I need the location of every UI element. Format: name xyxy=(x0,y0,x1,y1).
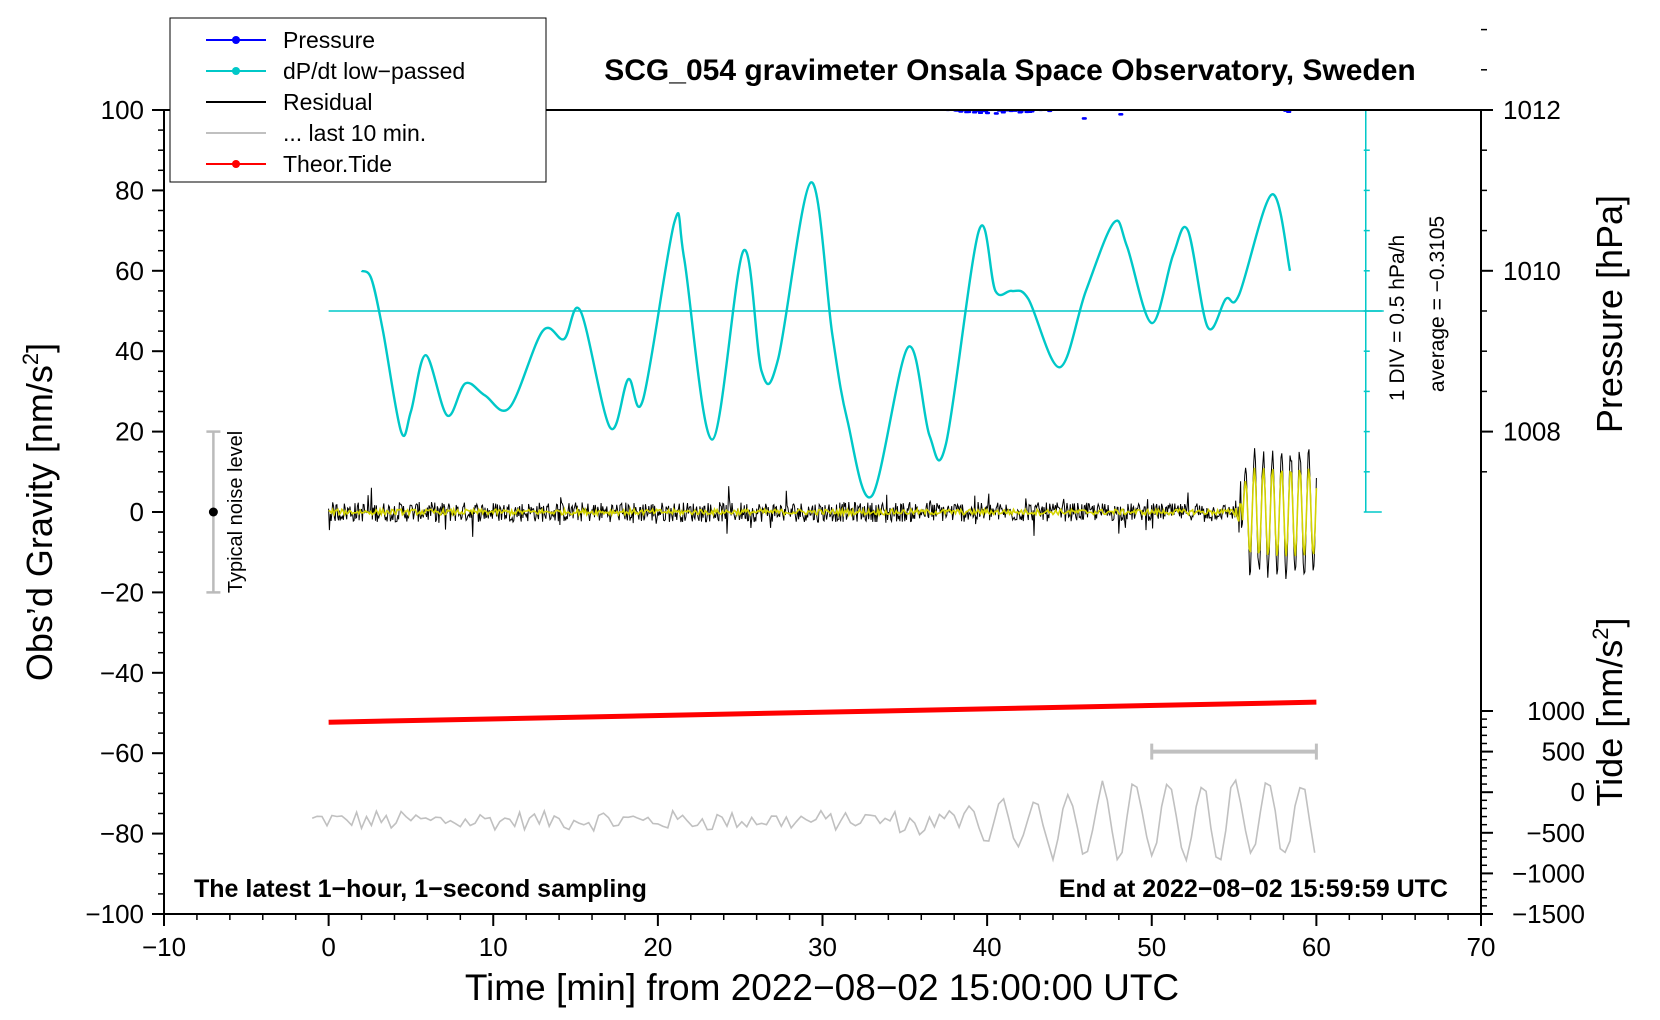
pressure-tick-label: 1010 xyxy=(1503,256,1561,286)
tide-tick-label: −1000 xyxy=(1512,858,1585,888)
y-tick-label: 0 xyxy=(130,497,144,527)
noise-level-dot xyxy=(208,507,218,517)
x-tick-label: 10 xyxy=(479,932,508,962)
y-tick-label: 40 xyxy=(115,336,144,366)
x-tick-label: 30 xyxy=(808,932,837,962)
x-tick-label: 40 xyxy=(973,932,1002,962)
tide-tick-label: 1000 xyxy=(1527,696,1585,726)
legend-marker xyxy=(232,36,240,44)
y-tick-label: −60 xyxy=(100,738,144,768)
theor-tide-line xyxy=(328,699,1317,725)
x-tick-label: −10 xyxy=(142,932,186,962)
legend-label: dP/dt low−passed xyxy=(283,58,465,84)
series-layer xyxy=(206,110,1384,864)
legend: Pressure dP/dt low−passed Residual ... last… xyxy=(169,17,547,183)
x-tick-label: 0 xyxy=(321,932,335,962)
footer-left: The latest 1−hour, 1−second sampling xyxy=(194,875,647,903)
residual-smoothed-line xyxy=(328,467,1318,557)
tide-tick-label: −500 xyxy=(1526,818,1585,848)
legend-label: Pressure xyxy=(283,27,375,53)
dpdt-line xyxy=(360,181,1292,499)
chart-title: SCG_054 gravimeter Onsala Space Observat… xyxy=(604,54,1416,87)
footer-right: End at 2022−08−02 15:59:59 UTC xyxy=(1059,875,1448,903)
legend-entry: ... last 10 min. xyxy=(206,120,426,146)
y-tick-label: −20 xyxy=(100,577,144,607)
legend-entry: Pressure xyxy=(206,27,375,53)
pressure-axis-label: Pressure [hPa] xyxy=(1589,195,1630,433)
tide-tick-label: 500 xyxy=(1542,737,1585,767)
legend-entry: Residual xyxy=(206,89,373,115)
legend-box xyxy=(169,17,547,183)
y-tick-label: −80 xyxy=(100,819,144,849)
noise-level-label: Typical noise level xyxy=(225,431,247,593)
y-axis-label: Obs’d Gravity [nm/s2] xyxy=(18,343,60,681)
dpdt-average-label: average = −0.3105 xyxy=(1426,216,1449,392)
dpdt-scale-label: 1 DIV = 0.5 hPa/h xyxy=(1386,235,1409,401)
y-tick-label: 100 xyxy=(101,95,144,125)
legend-marker xyxy=(232,67,240,75)
legend-marker xyxy=(232,160,240,168)
x-tick-label: 70 xyxy=(1467,932,1496,962)
axes-layer: −10 0 10 20 30 40 50 60 70−100−80−60−40−20020406… xyxy=(85,28,1585,962)
legend-entry: dP/dt low−passed xyxy=(206,58,465,84)
pressure-tick-label: 1008 xyxy=(1503,417,1561,447)
x-tick-label: 60 xyxy=(1302,932,1331,962)
y-tick-label: 20 xyxy=(115,417,144,447)
legend-label: ... last 10 min. xyxy=(283,120,426,146)
y-tick-label: −40 xyxy=(100,658,144,688)
legend-entries: Pressure dP/dt low−passed Residual ... last… xyxy=(206,27,465,177)
pressure-tick-label: 1012 xyxy=(1503,95,1561,125)
legend-entry: Theor.Tide xyxy=(206,151,392,177)
x-axis-label: Time [min] from 2022−08−02 15:00:00 UTC xyxy=(465,967,1179,1008)
residual-line xyxy=(328,448,1317,580)
tide-tick-label: −1500 xyxy=(1512,899,1585,929)
x-tick-label: 20 xyxy=(643,932,672,962)
y-tick-label: 80 xyxy=(115,175,144,205)
tide-axis-label: Tide [nm/s2] xyxy=(1588,618,1630,807)
x-tick-label: 50 xyxy=(1137,932,1166,962)
y-tick-label: 60 xyxy=(115,256,144,286)
legend-label: Theor.Tide xyxy=(283,151,392,177)
last-10-min-line xyxy=(311,778,1316,864)
legend-label: Residual xyxy=(283,89,373,115)
tide-tick-label: 0 xyxy=(1571,777,1585,807)
y-tick-label: −100 xyxy=(85,899,144,929)
